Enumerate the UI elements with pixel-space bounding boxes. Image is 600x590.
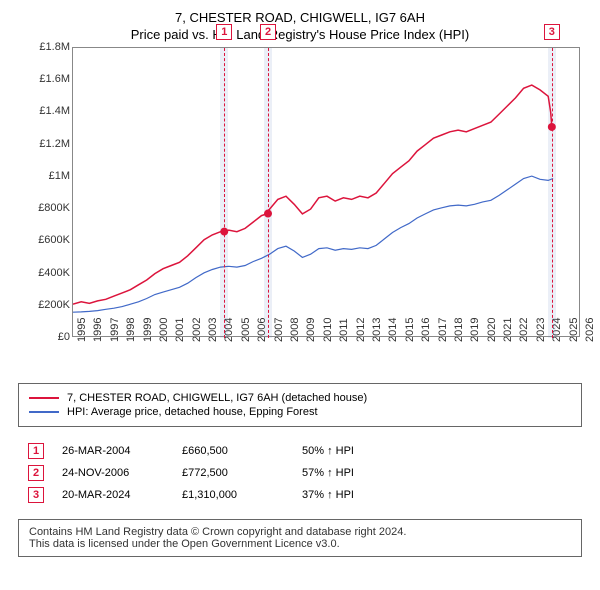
annotation-box: 3 — [544, 24, 560, 40]
plot-svg — [73, 48, 581, 338]
transaction-number: 3 — [28, 487, 44, 503]
y-tick-label: £600K — [38, 234, 70, 246]
transaction-hpi: 57% ↑ HPI — [302, 467, 402, 479]
transaction-price: £660,500 — [182, 445, 302, 457]
annotation-line — [224, 48, 225, 338]
attribution: Contains HM Land Registry data © Crown c… — [18, 519, 582, 557]
plot-area: 123 — [72, 47, 580, 337]
transaction-price: £772,500 — [182, 467, 302, 479]
y-tick-label: £0 — [58, 331, 70, 343]
attribution-line1: Contains HM Land Registry data © Crown c… — [29, 526, 571, 538]
transaction-price: £1,310,000 — [182, 489, 302, 501]
legend-swatch — [29, 397, 59, 399]
transaction-hpi: 37% ↑ HPI — [302, 489, 402, 501]
legend-item: 7, CHESTER ROAD, CHIGWELL, IG7 6AH (deta… — [29, 392, 571, 404]
transaction-row: 1 26-MAR-2004£660,50050% ↑ HPI — [28, 443, 572, 459]
y-tick-label: £1.8M — [39, 41, 70, 53]
legend-label: 7, CHESTER ROAD, CHIGWELL, IG7 6AH (deta… — [67, 392, 367, 404]
legend-label: HPI: Average price, detached house, Eppi… — [67, 406, 318, 418]
attribution-line2: This data is licensed under the Open Gov… — [29, 538, 571, 550]
legend-item: HPI: Average price, detached house, Eppi… — [29, 406, 571, 418]
transaction-row: 3 20-MAR-2024£1,310,00037% ↑ HPI — [28, 487, 572, 503]
annotation-box: 2 — [260, 24, 276, 40]
legend-swatch — [29, 411, 59, 413]
title-subtitle: Price paid vs. HM Land Registry's House … — [0, 27, 600, 42]
title-address: 7, CHESTER ROAD, CHIGWELL, IG7 6AH — [0, 10, 600, 25]
transaction-date: 24-NOV-2006 — [62, 467, 182, 479]
y-tick-label: £1.2M — [39, 138, 70, 150]
annotation-line — [552, 48, 553, 338]
series-line — [73, 85, 553, 304]
transaction-hpi: 50% ↑ HPI — [302, 445, 402, 457]
transaction-date: 20-MAR-2024 — [62, 489, 182, 501]
x-tick-label: 2026 — [584, 318, 596, 342]
y-tick-label: £200K — [38, 299, 70, 311]
y-tick-label: £800K — [38, 202, 70, 214]
transaction-number: 2 — [28, 465, 44, 481]
annotation-box: 1 — [216, 24, 232, 40]
transaction-row: 2 24-NOV-2006£772,50057% ↑ HPI — [28, 465, 572, 481]
legend: 7, CHESTER ROAD, CHIGWELL, IG7 6AH (deta… — [18, 383, 582, 427]
y-tick-label: £1.4M — [39, 105, 70, 117]
annotation-line — [268, 48, 269, 338]
transactions-table: 1 26-MAR-2004£660,50050% ↑ HPI 2 24-NOV-200… — [18, 433, 582, 513]
y-tick-label: £1.6M — [39, 73, 70, 85]
y-tick-label: £1M — [49, 170, 70, 182]
y-tick-label: £400K — [38, 267, 70, 279]
transaction-number: 1 — [28, 443, 44, 459]
chart: £0 £200K £400K £600K £800K £1M £1.2M £1.4M £1.6M… — [40, 47, 600, 377]
transaction-date: 26-MAR-2004 — [62, 445, 182, 457]
series-line — [73, 176, 553, 312]
